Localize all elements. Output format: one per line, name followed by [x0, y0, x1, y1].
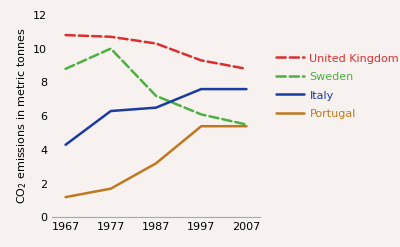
Sweden [108, 47, 113, 50]
United Kingdom [199, 59, 204, 62]
Sweden [63, 67, 68, 70]
United Kingdom [108, 35, 113, 38]
Portugal [199, 125, 204, 128]
Line: Italy: Italy [66, 89, 246, 145]
United Kingdom [154, 42, 158, 45]
Legend: United Kingdom, Sweden, Italy, Portugal: United Kingdom, Sweden, Italy, Portugal [274, 51, 400, 122]
Italy [154, 106, 158, 109]
Italy [108, 110, 113, 113]
Italy [63, 143, 68, 146]
Line: United Kingdom: United Kingdom [66, 35, 246, 69]
Italy [244, 88, 249, 91]
Portugal [63, 196, 68, 199]
United Kingdom [244, 67, 249, 70]
United Kingdom [63, 34, 68, 37]
Line: Sweden: Sweden [66, 49, 246, 124]
Y-axis label: CO$_2$ emissions in metric tonnes: CO$_2$ emissions in metric tonnes [15, 28, 29, 204]
Portugal [108, 187, 113, 190]
Italy [199, 88, 204, 91]
Portugal [154, 162, 158, 165]
Portugal [244, 125, 249, 128]
Sweden [244, 123, 249, 126]
Sweden [154, 94, 158, 97]
Line: Portugal: Portugal [66, 126, 246, 197]
Sweden [199, 113, 204, 116]
